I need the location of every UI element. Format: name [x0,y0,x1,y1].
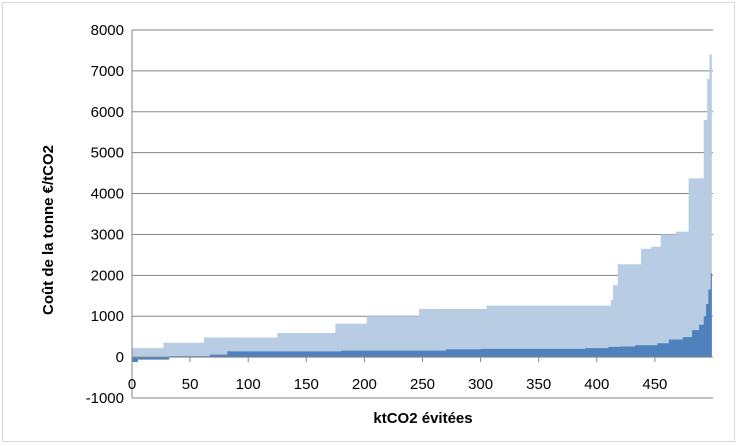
y-tick-label: 6000 [91,104,124,121]
y-tick-label: 3000 [91,226,124,243]
plot-areas [132,54,712,363]
y-tick-label: 1000 [91,308,124,325]
x-tick-label: 50 [182,376,199,393]
y-tick-label: 2000 [91,267,124,284]
x-tick-label: 400 [584,376,609,393]
y-tick-labels: -1000 0 1000 2000 3000 4000 5000 6000 7000 8000 [86,22,124,407]
y-axis-title: Coût de la tonne €/tCO2 [40,145,57,315]
x-axis-title: ktCO2 évitées [373,410,472,427]
x-tick-label: 100 [236,376,261,393]
upper-cost-area [132,54,712,358]
gridlines [132,29,713,399]
x-tick-label: 250 [410,376,435,393]
x-tick-label: 200 [352,376,377,393]
x-tick-label: 450 [642,376,667,393]
y-tick-label: 8000 [91,22,124,39]
y-tick-label: 4000 [91,186,124,203]
y-tick-label: 5000 [91,145,124,162]
y-tick-label: 0 [116,349,124,366]
x-tick-label: 150 [294,376,319,393]
x-tick-label: 300 [468,376,493,393]
x-tick-label: 350 [526,376,551,393]
chart-frame [2,2,735,442]
x-tick-label: 0 [128,376,136,393]
y-tick-label: -1000 [86,390,124,407]
x-tick-labels: 0 50 100 150 200 250 300 350 400 450 [128,357,667,393]
lower-cost-area [132,273,712,363]
y-tick-label: 7000 [91,63,124,80]
